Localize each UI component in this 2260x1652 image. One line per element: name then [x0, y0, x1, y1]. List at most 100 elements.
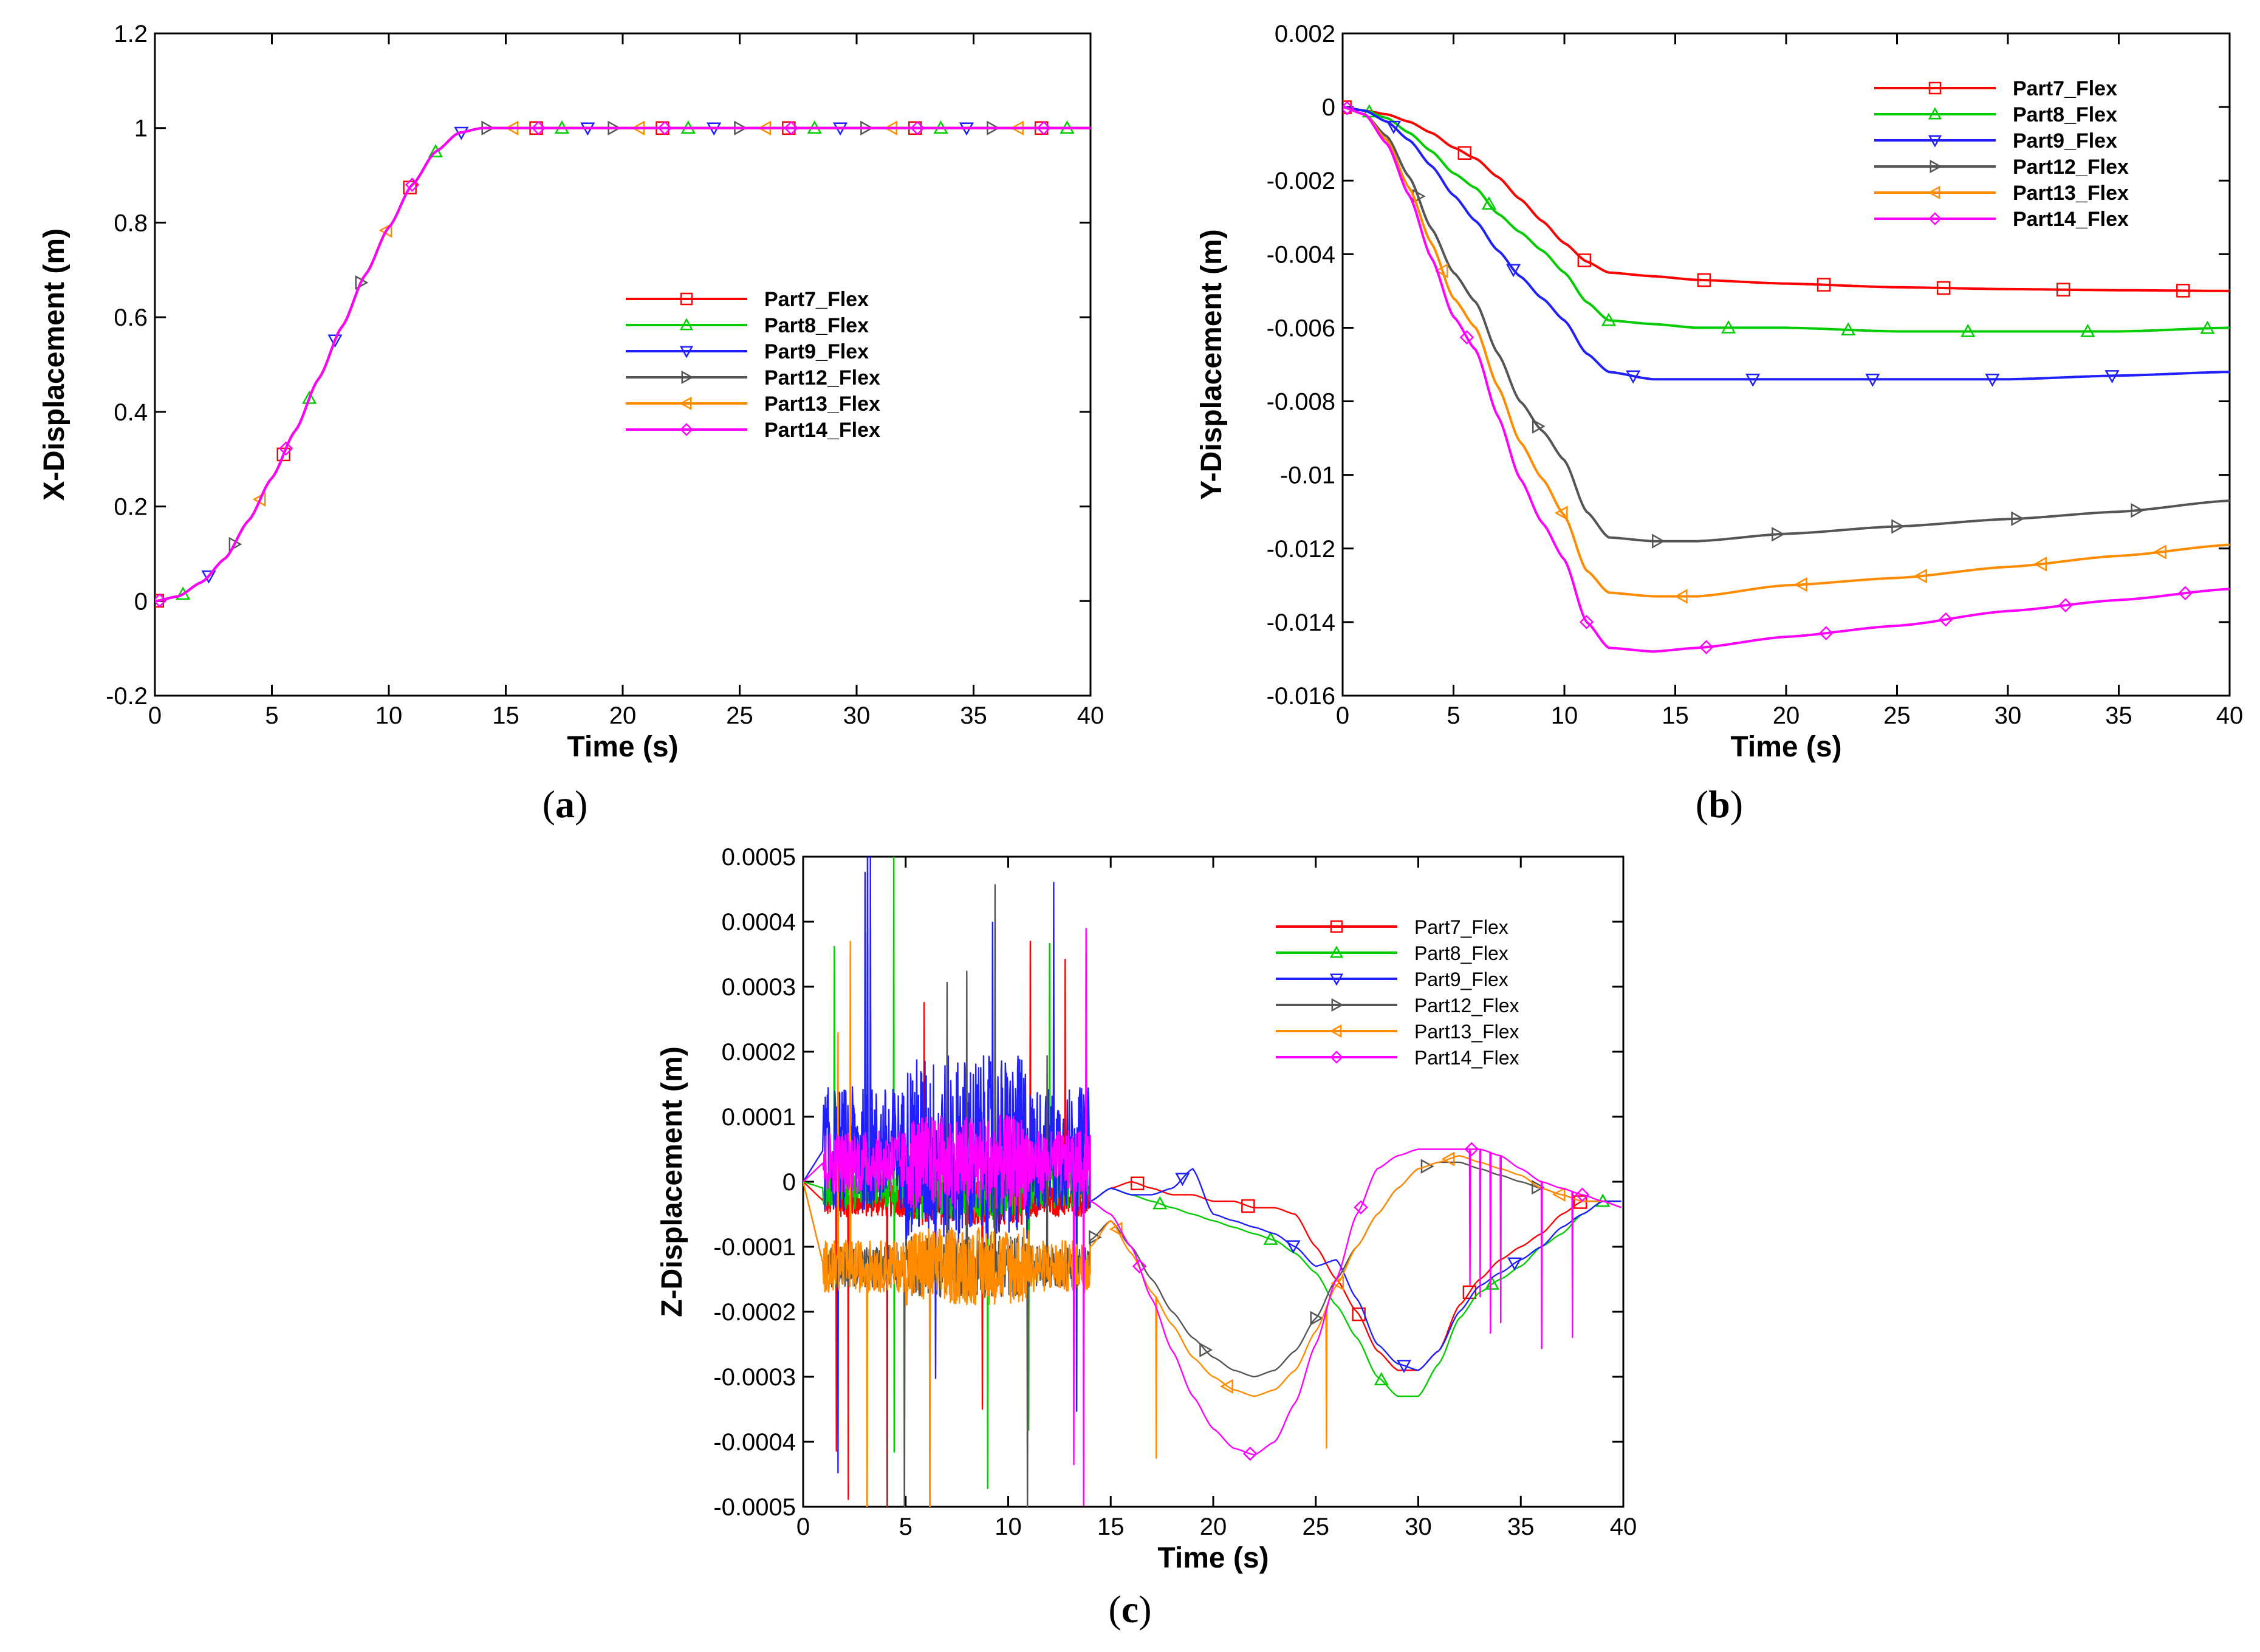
- y-tick-label: 1: [134, 115, 148, 142]
- series-line: [155, 126, 1091, 603]
- legend-marker: [1329, 1024, 1342, 1038]
- legend-label: Part8_Flex: [1414, 942, 1508, 964]
- data-point-marker: [1199, 1342, 1213, 1357]
- x-tick-label: 0: [1336, 702, 1349, 729]
- data-point-marker: [1914, 568, 1927, 584]
- data-point-marker: [1089, 1230, 1102, 1245]
- data-point-marker: [1459, 330, 1474, 345]
- data-point-marker: [1481, 196, 1497, 210]
- y-tick-label: 0.0003: [722, 974, 796, 1001]
- panel-caption-letter: b: [1708, 783, 1730, 826]
- series-Part12_Flex: [803, 884, 1621, 1507]
- data-point-marker: [2104, 370, 2120, 383]
- data-point-marker: [405, 177, 420, 192]
- legend-marker: [1329, 945, 1344, 958]
- legend-label: Part9_Flex: [2013, 129, 2117, 153]
- legend-marker: [1928, 185, 1940, 200]
- series-line: [1343, 106, 2230, 333]
- series-Part14_Flex: [1343, 101, 2230, 654]
- x-axis-label: Time (s): [567, 731, 678, 763]
- x-tick-label: 35: [1507, 1513, 1535, 1540]
- legend-label: Part13_Flex: [2013, 182, 2129, 205]
- data-point-marker: [1242, 1447, 1258, 1461]
- x-tick-label: 35: [960, 702, 987, 729]
- x-tick-label: 5: [265, 702, 278, 729]
- data-point-marker: [1601, 312, 1617, 326]
- x-tick-label: 15: [1097, 1513, 1125, 1540]
- panel-caption-letter: a: [555, 783, 575, 826]
- data-point-marker: [1109, 1221, 1123, 1237]
- data-point-marker: [1573, 1195, 1587, 1209]
- data-point-marker: [1985, 373, 2000, 387]
- data-point-marker: [1036, 120, 1051, 135]
- y-tick-label: 0.0002: [722, 1039, 796, 1066]
- data-point-marker: [1175, 1173, 1190, 1187]
- plot-area: [803, 857, 1621, 1507]
- data-point-marker: [155, 593, 167, 608]
- y-tick-label: -0.016: [1267, 683, 1335, 710]
- series-line: [1343, 106, 2230, 292]
- series-Part13_Flex: [803, 941, 1621, 1507]
- series-Part12_Flex: [1343, 106, 2230, 549]
- data-point-marker: [1865, 373, 1880, 387]
- plot-area: [1343, 100, 2230, 654]
- data-point-marker: [1420, 1159, 1434, 1174]
- y-tick-label: -0.0001: [713, 1234, 796, 1261]
- data-point-marker: [403, 180, 417, 194]
- x-tick-label: 25: [1883, 702, 1911, 729]
- x-tick-label: 20: [1773, 702, 1800, 729]
- x-tick-label: 15: [492, 702, 519, 729]
- data-point-marker: [201, 570, 216, 584]
- legend: Part7_Flex Part8_Flex Part9_Flex Part12_Fle…: [1874, 77, 2129, 231]
- data-point-marker: [301, 390, 317, 404]
- y-tick-label: -0.002: [1267, 168, 1335, 194]
- y-tick-label: 0.0005: [722, 844, 796, 871]
- x-tick-label: 20: [609, 702, 637, 729]
- data-point-marker: [1374, 1372, 1389, 1386]
- data-point-marker: [2011, 511, 2025, 526]
- x-tick-label: 10: [995, 1513, 1022, 1540]
- legend-marker: [1928, 107, 1942, 120]
- x-axis-label: Time (s): [1157, 1542, 1269, 1574]
- series-Part13_Flex: [1343, 106, 2230, 604]
- data-point-marker: [1343, 100, 1352, 114]
- legend-label: Part9_Flex: [1414, 968, 1508, 990]
- data-point-marker: [1386, 120, 1402, 134]
- data-point-marker: [1457, 146, 1471, 160]
- x-tick-label: 35: [2105, 702, 2132, 729]
- series-line: [803, 884, 1621, 1507]
- data-point-marker: [1434, 263, 1448, 278]
- x-tick-label: 40: [1610, 1513, 1637, 1540]
- plot-frame: [154, 32, 1092, 697]
- series-Part14_Flex: [155, 120, 1091, 608]
- data-point-marker: [1152, 1196, 1168, 1210]
- data-point-marker: [1552, 1187, 1566, 1202]
- legend-label: Part8_Flex: [2013, 103, 2117, 126]
- data-point-marker: [1441, 1151, 1455, 1167]
- data-point-marker: [1220, 1379, 1233, 1394]
- x-tick-label: 15: [1662, 702, 1689, 729]
- series-line: [803, 941, 1621, 1507]
- x-tick-label: 0: [796, 1513, 810, 1540]
- y-tick-label: -0.2: [106, 683, 148, 710]
- x-tick-label: 40: [2216, 702, 2244, 729]
- legend-label: Part14_Flex: [2013, 208, 2129, 231]
- data-point-marker: [1577, 253, 1592, 267]
- legend-marker: [679, 396, 692, 411]
- data-point-marker: [1891, 519, 1905, 534]
- y-tick-label: -0.0002: [713, 1299, 796, 1326]
- data-point-marker: [1939, 612, 1953, 627]
- x-tick-label: 0: [148, 702, 162, 729]
- panels-container: 0 5 10 15 20 25 30 35 40-0.200.20.40.60.811.2Tim…: [38, 21, 2244, 1631]
- data-point-marker: [1532, 419, 1546, 434]
- panel-caption: (b): [1696, 783, 1743, 826]
- x-tick-label: 30: [1405, 1513, 1432, 1540]
- data-point-marker: [910, 120, 925, 135]
- legend-marker: [681, 370, 694, 385]
- data-point-marker: [1354, 1200, 1368, 1215]
- y-tick-label: 0.4: [114, 399, 148, 426]
- data-point-marker: [1772, 527, 1785, 542]
- series-Part8_Flex: [1343, 104, 2230, 337]
- data-point-marker: [327, 334, 343, 348]
